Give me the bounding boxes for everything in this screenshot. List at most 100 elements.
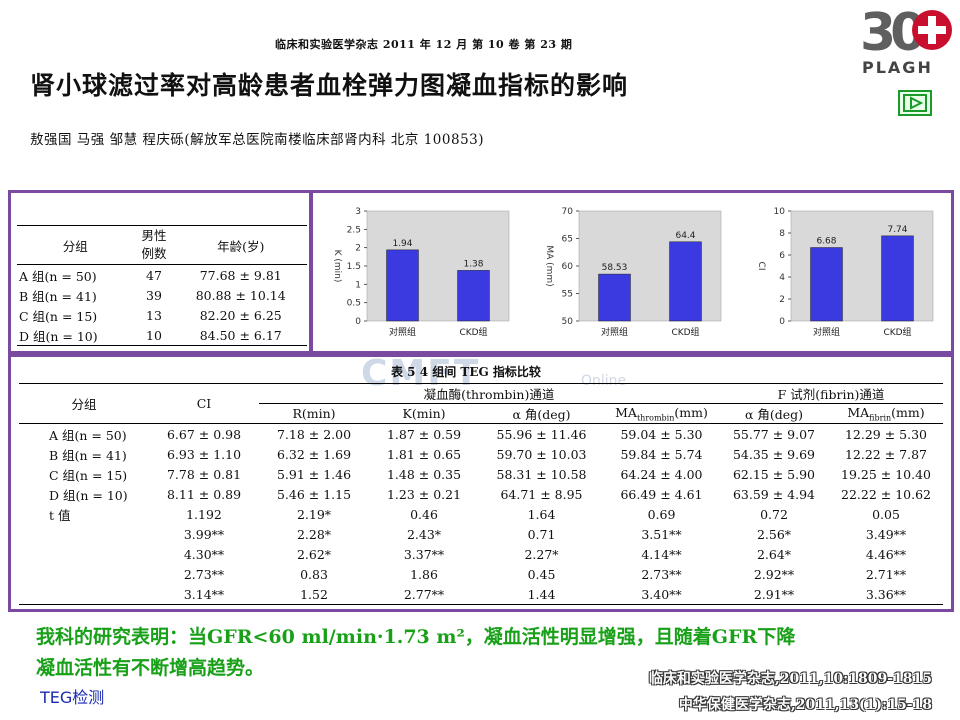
table-row: A 组(n = 50) 47 77.68 ± 9.81 xyxy=(17,265,307,286)
table-cell: B 组(n = 41) xyxy=(49,447,127,463)
ma-label: MA xyxy=(847,404,870,420)
y-tick-label: 0 xyxy=(355,317,361,327)
author-line: 敖强国 马强 邹慧 程庆砾(解放军总医院南楼临床部肾内科 北京 100853) xyxy=(30,132,485,148)
table-cell: 2.64* xyxy=(756,546,792,562)
bar-value-label: 6.68 xyxy=(816,237,836,247)
y-tick-label: 50 xyxy=(562,317,574,327)
table-row: D 组(n = 10) 10 84.50 ± 6.17 xyxy=(17,325,307,346)
page-title: 肾小球滤过率对高龄患者血栓弹力图凝血指标的影响 xyxy=(30,71,629,100)
y-tick-label: 4 xyxy=(779,273,785,283)
y-axis-label: MA (mm) xyxy=(544,245,554,286)
y-tick-label: 0.5 xyxy=(347,299,361,309)
chart-ma: 50 55 60 65 70 MA (mm) 58.53 对照组 64.4 CKD组 xyxy=(531,195,731,349)
table-cell: C 组(n = 15) xyxy=(19,308,98,324)
y-tick-label: 1 xyxy=(355,280,361,290)
table-cell: 13 xyxy=(146,307,162,323)
table-cell: 4.30** xyxy=(183,546,225,562)
table-cell: 1.86 xyxy=(410,566,438,582)
ma-subscript: fibrin xyxy=(869,413,892,423)
col-header-group: 分组 xyxy=(19,383,149,424)
table-row: 3.99** 2.28* 2.43* 0.71 3.51** 2.56* 3.49** xyxy=(19,524,943,544)
logo-brand: PLAGH xyxy=(862,58,933,77)
y-tick-label: 55 xyxy=(562,290,573,300)
table-cell: 1.192 xyxy=(186,506,222,522)
table-cell: 0.83 xyxy=(300,566,328,582)
table-cell xyxy=(19,544,149,564)
y-tick-label: 8 xyxy=(779,229,785,239)
y-tick-label: 6 xyxy=(779,251,785,261)
table-cell: 59.70 ± 10.03 xyxy=(496,446,587,462)
table-cell: 12.29 ± 5.30 xyxy=(844,426,928,442)
y-axis-label: K (min) xyxy=(332,250,342,283)
table-cell: 2.19* xyxy=(296,506,332,522)
y-tick-label: 65 xyxy=(562,235,573,245)
col-header-group: 分组 xyxy=(17,225,134,265)
conclusion-line-2: 凝血活性有不断增高趋势。 xyxy=(36,657,265,679)
table-cell: 5.91 ± 1.46 xyxy=(276,466,352,482)
x-tick-label: CKD组 xyxy=(883,326,911,338)
col-header-k: K(min) xyxy=(369,403,479,424)
play-button[interactable] xyxy=(898,90,932,116)
table-cell: 54.35 ± 9.69 xyxy=(732,446,816,462)
demographics-panel: 分组 男性 例数 年龄(岁) A 组(n = 50) 47 77.68 ± 9.81 B… xyxy=(8,190,312,354)
table-cell: 0.46 xyxy=(410,506,438,522)
table-cell: 19.25 ± 10.40 xyxy=(841,466,931,482)
bar-value-label: 58.53 xyxy=(602,263,628,273)
table-cell: 12.22 ± 7.87 xyxy=(844,446,928,462)
table-cell: 2.73** xyxy=(183,566,225,582)
reference-1: 临床和实验医学杂志,2011,10:1809-1815 xyxy=(648,671,932,687)
bar xyxy=(810,247,843,322)
table-cell: 62.15 ± 5.90 xyxy=(732,466,816,482)
table-cell: 4.14** xyxy=(641,546,682,562)
y-tick-label: 2.5 xyxy=(347,225,361,235)
conclusion-line-1: 我科的研究表明：当GFR<60 ml/min·1.73 m²，凝血活性明显增强，… xyxy=(36,626,796,648)
bar-value-label: 64.4 xyxy=(675,231,695,241)
bar xyxy=(881,235,914,322)
y-tick-label: 1.5 xyxy=(347,262,361,272)
table-cell: 59.04 ± 5.30 xyxy=(620,426,703,442)
table-cell: 1.81 ± 0.65 xyxy=(386,446,462,462)
table-cell: 3.99** xyxy=(183,526,225,542)
table-cell: 84.50 ± 6.17 xyxy=(174,325,307,346)
table-cell: 1.64 xyxy=(527,506,556,522)
teg-comparison-panel: CMFT Online 表 5 4 组间 TEG 指标比较 分组 CI 凝血酶(… xyxy=(8,353,954,612)
chart-ci: 0 2 4 6 8 10 CI 6.68 对照组 7.74 CKD组 xyxy=(743,195,943,349)
col-header-alpha: α 角(deg) xyxy=(479,403,604,424)
table-cell xyxy=(19,524,149,544)
table-cell: D 组(n = 10) xyxy=(49,487,128,503)
table-cell: 2.43* xyxy=(406,526,442,542)
table-cell: B 组(n = 41) xyxy=(19,288,97,304)
table-cell xyxy=(19,564,149,584)
col-group-fibrin: F 试剂(fibrin)通道 xyxy=(719,383,943,404)
bar-value-label: 7.74 xyxy=(887,225,907,235)
y-tick-label: 3 xyxy=(355,207,361,217)
table-cell: 2.73** xyxy=(641,566,682,582)
table-cell: 2.56* xyxy=(756,526,792,542)
table-cell: 63.59 ± 4.94 xyxy=(732,486,816,502)
bar xyxy=(386,249,419,322)
y-tick-label: 2 xyxy=(355,244,361,254)
table-cell: 64.24 ± 4.00 xyxy=(620,466,703,482)
table-cell: 0.71 xyxy=(527,526,556,542)
bar xyxy=(598,273,631,322)
table-cell: 3.51** xyxy=(641,526,682,542)
chart-k: 0 0.5 1 1.5 2 2.5 3 K (min) 1.94 对照组 1.38 CKD组 xyxy=(319,195,519,349)
table-cell: 3.49** xyxy=(865,526,907,542)
col-header-ma-fibrin: MAfibrin(mm) xyxy=(829,403,943,424)
col-header-male-text: 男性 例数 xyxy=(141,228,167,261)
demographics-table: 分组 男性 例数 年龄(岁) A 组(n = 50) 47 77.68 ± 9.81 B… xyxy=(17,225,307,346)
table-cell: 0.69 xyxy=(647,506,676,522)
table-cell: 5.46 ± 1.15 xyxy=(276,486,352,502)
table-cell: 4.46** xyxy=(865,546,907,562)
y-tick-label: 2 xyxy=(779,295,785,305)
table-row: t 值 1.192 2.19* 0.46 1.64 0.69 0.72 0.05 xyxy=(19,504,943,524)
table-cell: 2.62* xyxy=(296,546,332,562)
table-cell: 6.67 ± 0.98 xyxy=(166,426,242,442)
table-cell: 1.23 ± 0.21 xyxy=(386,486,462,502)
y-tick-label: 10 xyxy=(774,207,786,217)
table-cell: 6.93 ± 1.10 xyxy=(166,446,242,462)
col-header-age: 年龄(岁) xyxy=(174,225,307,265)
play-icon xyxy=(903,94,927,112)
y-axis-label: CI xyxy=(756,262,766,271)
table-cell: 3.37** xyxy=(403,546,445,562)
